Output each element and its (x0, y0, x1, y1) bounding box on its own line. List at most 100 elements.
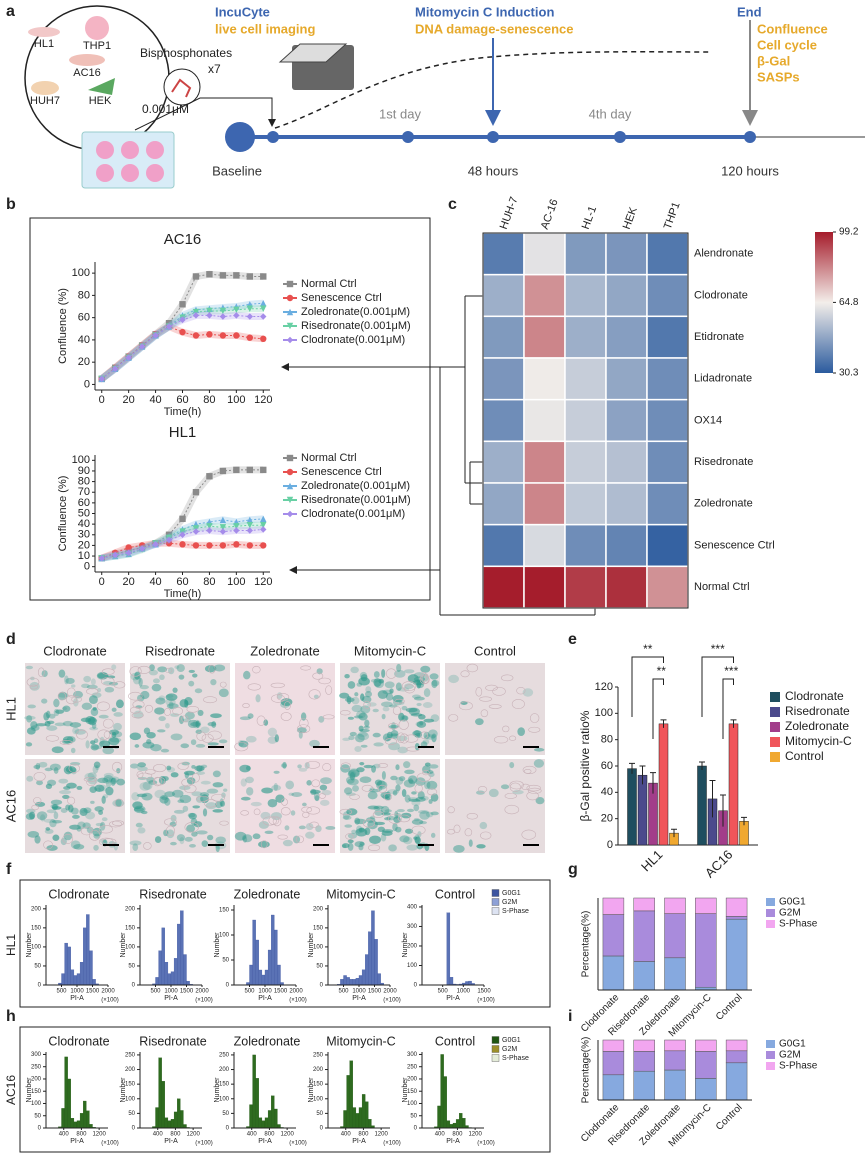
stain-spot (408, 778, 414, 784)
cell-outline (297, 724, 311, 734)
cell-outline (522, 765, 537, 774)
stain-spot (342, 737, 351, 741)
stain-spot (49, 819, 57, 828)
stain-spot (41, 670, 48, 677)
marker (286, 496, 294, 504)
y-tick-label: 300 (407, 1052, 418, 1058)
histogram-bar (261, 974, 266, 986)
stain-spot (184, 711, 195, 720)
stain-spot (372, 708, 379, 713)
stain-spot (384, 809, 392, 813)
histogram-bar (183, 1124, 187, 1129)
marker (286, 308, 294, 316)
stain-spot (288, 792, 295, 796)
y-axis-label: Percentage(%) (581, 1037, 592, 1104)
panel-label: h (6, 1008, 16, 1025)
micrograph (235, 759, 335, 853)
stain-spot (476, 790, 485, 795)
stain-spot (204, 665, 217, 673)
stain-spot (429, 673, 439, 680)
histogram-bar (255, 1078, 259, 1129)
y-tick-label: 250 (125, 1053, 136, 1059)
cell-outline (144, 704, 154, 713)
stain-spot (40, 814, 46, 822)
stain-spot (112, 731, 123, 738)
legend-swatch (491, 889, 500, 897)
stain-spot (143, 727, 151, 735)
row-label: HL1 (3, 697, 18, 721)
micrograph (235, 663, 335, 755)
stain-spot (367, 820, 378, 830)
stain-spot (81, 683, 90, 689)
row-label: Senescence Ctrl (694, 539, 775, 551)
histogram-bar (264, 1117, 269, 1129)
cell-outline (256, 715, 266, 726)
series-line (101, 314, 264, 380)
stain-spot (345, 792, 357, 797)
x-tick-label: 800 (452, 1132, 463, 1138)
stain-spot (97, 777, 109, 784)
stain-spot (45, 783, 53, 790)
heatmap-cell (523, 232, 566, 276)
stain-spot (58, 669, 66, 678)
y-tick-label: 30 (78, 529, 90, 541)
marker (286, 482, 294, 490)
error-bar (709, 779, 716, 818)
stain-spot (102, 746, 115, 755)
histogram-bar (352, 1107, 357, 1129)
stain-spot (41, 698, 48, 704)
cell-outline (339, 710, 351, 716)
y-tick-label: 100 (595, 707, 613, 719)
marker (192, 332, 200, 339)
error-bar (720, 794, 726, 827)
stain-spot (113, 712, 123, 717)
x-tick-label: 1200 (186, 1132, 200, 1138)
histogram-bar (161, 927, 165, 986)
x-tick-label: 1200 (374, 1132, 388, 1138)
x-tick-label: 1000 (164, 989, 178, 995)
heatmap-cell (605, 232, 648, 276)
stain-spot (89, 726, 99, 731)
cell-outline (485, 684, 498, 691)
cell-outline (306, 760, 321, 769)
cell-outline (420, 672, 428, 682)
stain-spot (362, 695, 372, 704)
heatmap-cell (646, 482, 689, 526)
stain-spot (102, 794, 109, 799)
stain-spot (357, 732, 370, 741)
stain-spot (407, 674, 419, 683)
histogram-bar (61, 1108, 65, 1129)
y-tick-label: 400 (407, 905, 418, 911)
marker (219, 524, 227, 531)
stain-spot (36, 811, 48, 821)
stain-spot (393, 816, 401, 823)
marker (260, 542, 267, 549)
cell-outline (172, 707, 183, 716)
stain-spot (365, 686, 372, 694)
stain-spot (138, 677, 143, 687)
stain-spot (151, 683, 162, 692)
stain-spot (89, 786, 97, 793)
histogram-bar (186, 981, 190, 986)
stain-spot (65, 677, 75, 685)
stain-spot (431, 679, 438, 689)
stain-spot (356, 767, 365, 773)
cell-outline (509, 735, 517, 741)
legend-label: G0G1 (779, 897, 806, 908)
marker (260, 526, 267, 533)
heatmap-cell (523, 398, 566, 443)
row-label: Normal Ctrl (694, 581, 750, 593)
cell-outline (411, 825, 426, 835)
cell-outline (211, 793, 226, 802)
cell-outline (446, 829, 456, 835)
cell-outline (26, 677, 40, 687)
cell-outline (86, 688, 99, 695)
stain-spot (201, 840, 209, 848)
cell-outline (421, 673, 430, 684)
stain-spot (182, 805, 189, 812)
legend-label: Risedronate(0.001μM) (301, 494, 411, 506)
legend-label: Normal Ctrl (301, 278, 357, 290)
stain-spot (50, 799, 63, 805)
bar (637, 774, 648, 846)
